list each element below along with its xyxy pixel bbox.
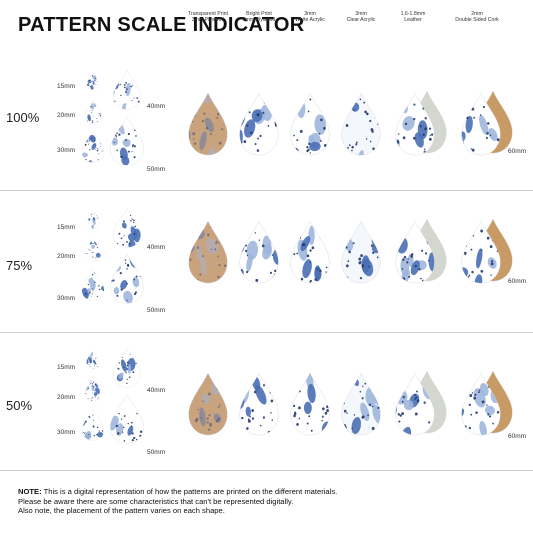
section-divider	[0, 190, 533, 191]
teardrop-15mm-sample	[86, 350, 100, 369]
size-label-50mm: 50mm	[147, 449, 166, 456]
material-header-leather: 1.6-1.8mm Leather	[400, 11, 426, 23]
teardrop-white-acrylic	[290, 372, 330, 436]
scale-label: 100%	[6, 110, 40, 125]
teardrop-30mm-sample	[81, 409, 105, 441]
size-label-20mm: 20mm	[57, 112, 76, 119]
teardrop-white-acrylic	[290, 220, 330, 284]
scale-section-50: 50% 15mm 20mm 30mm 40mm 50mm 60mm	[0, 332, 533, 470]
teardrop-leather-front	[395, 220, 435, 284]
teardrop-30mm-sample	[81, 269, 105, 301]
teardrop-bright-ply	[239, 372, 279, 436]
size-label-60mm: 60mm	[508, 433, 527, 440]
teardrop-40mm-sample	[113, 348, 141, 388]
teardrop-40mm-sample	[113, 208, 141, 248]
note-label: NOTE:	[18, 487, 42, 496]
section-divider	[0, 332, 533, 333]
teardrop-30mm-sample	[81, 131, 105, 163]
size-label-30mm: 30mm	[57, 147, 76, 154]
teardrop-20mm-sample	[84, 100, 102, 124]
teardrop-white-acrylic	[290, 92, 330, 156]
size-label-20mm: 20mm	[57, 394, 76, 401]
teardrop-bright-ply	[239, 220, 279, 284]
footnote: NOTE: This is a digital representation o…	[18, 487, 518, 516]
size-label-60mm: 60mm	[508, 148, 527, 155]
teardrop-15mm-sample	[86, 210, 100, 229]
teardrop-leather-front	[395, 92, 435, 156]
teardrop-50mm-sample	[110, 394, 144, 444]
size-label-30mm: 30mm	[57, 429, 76, 436]
size-label-20mm: 20mm	[57, 253, 76, 260]
teardrop-leather-front	[395, 372, 435, 436]
teardrop-50mm-sample	[110, 116, 144, 166]
size-label-15mm: 15mm	[57, 224, 76, 231]
size-label-40mm: 40mm	[147, 103, 166, 110]
teardrop-cork-front	[461, 220, 501, 284]
teardrop-transparent-ply	[188, 372, 228, 436]
material-header-white-acrylic: 3mm White Acrylic	[295, 11, 325, 23]
page-title: PATTERN SCALE INDICATOR	[18, 14, 305, 36]
note-line-1: This is a digital representation of how …	[41, 487, 338, 496]
teardrop-bright-ply	[239, 92, 279, 156]
teardrop-clear-acrylic	[341, 220, 381, 284]
material-header-cork: 2mm Double Sided Cork	[455, 11, 499, 23]
size-label-30mm: 30mm	[57, 295, 76, 302]
scale-label: 75%	[6, 258, 33, 273]
teardrop-20mm-sample	[84, 378, 102, 402]
teardrop-transparent-ply	[188, 220, 228, 284]
scale-label: 50%	[6, 398, 33, 413]
teardrop-20mm-sample	[84, 238, 102, 262]
size-label-15mm: 15mm	[57, 364, 76, 371]
size-label-40mm: 40mm	[147, 387, 166, 394]
teardrop-clear-acrylic	[341, 372, 381, 436]
size-label-15mm: 15mm	[57, 83, 76, 90]
teardrop-50mm-sample	[110, 254, 144, 304]
scale-section-75: 75% 15mm 20mm 30mm 40mm 50mm 60mm	[0, 190, 533, 332]
teardrop-15mm-sample	[86, 72, 100, 91]
material-header-bright-ply: Bright Print 3mm Plywood	[242, 11, 276, 23]
teardrop-40mm-sample	[113, 70, 141, 110]
size-label-50mm: 50mm	[147, 166, 166, 173]
note-line-3: Also note, the placement of the pattern …	[18, 506, 225, 516]
teardrop-clear-acrylic	[341, 92, 381, 156]
size-label-40mm: 40mm	[147, 244, 166, 251]
teardrop-transparent-ply	[188, 92, 228, 156]
section-divider	[0, 470, 533, 471]
size-label-50mm: 50mm	[147, 307, 166, 314]
teardrop-cork-front	[461, 372, 501, 436]
material-header-transparent-ply: Transparent Print 3mm Plywood	[188, 11, 228, 23]
material-header-clear-acrylic: 3mm Clear Acrylic	[346, 11, 376, 23]
teardrop-cork-front	[461, 92, 501, 156]
note-line-2: Please be aware there are some character…	[18, 496, 294, 506]
scale-section-100: 100% 15mm 20mm 30mm 40mm 50mm 60mm	[0, 58, 533, 190]
size-label-60mm: 60mm	[508, 278, 527, 285]
